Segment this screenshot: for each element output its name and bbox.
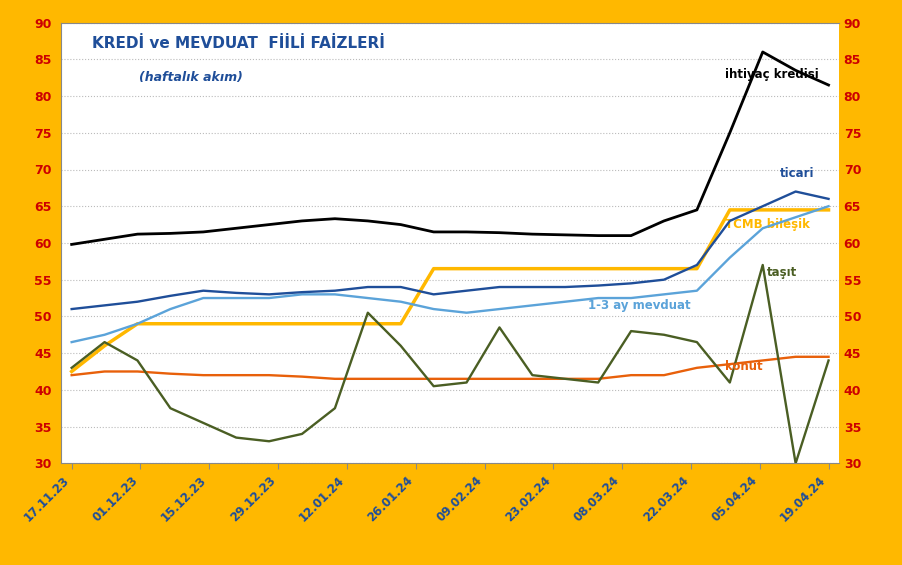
Text: ticari: ticari: [780, 167, 815, 180]
Text: (haftalık akım): (haftalık akım): [139, 71, 243, 84]
Text: 1-3 ay mevduat: 1-3 ay mevduat: [588, 299, 690, 312]
Text: KREDİ ve MEVDUAT  FİİLİ FAİZLERİ: KREDİ ve MEVDUAT FİİLİ FAİZLERİ: [92, 36, 385, 51]
Text: taşıt: taşıt: [767, 266, 796, 279]
Text: ihtiyaç kredisi: ihtiyaç kredisi: [725, 67, 819, 81]
Text: konut: konut: [725, 360, 763, 373]
Text: TCMB bileşik: TCMB bileşik: [725, 218, 810, 231]
